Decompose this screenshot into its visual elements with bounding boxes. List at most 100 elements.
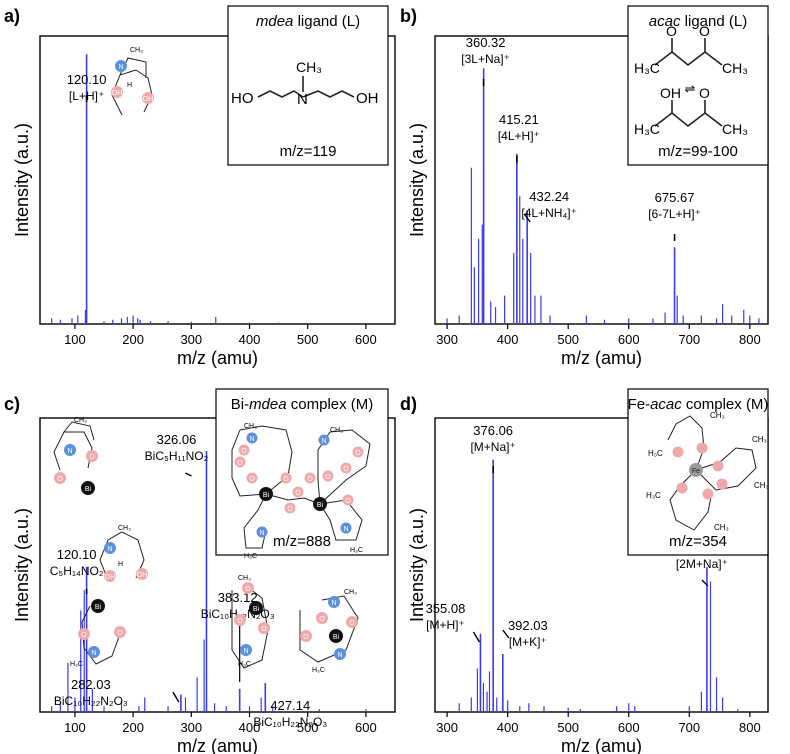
bismuth-atom [313, 497, 327, 511]
nitrogen-atom-text: N [259, 530, 264, 537]
bismuth-atom-text: Bi [85, 486, 92, 493]
oxygen-atom [78, 628, 90, 640]
x-tick-label: 400 [239, 332, 261, 347]
peak-marker [172, 691, 180, 703]
nitrogen-atom-text: N [337, 652, 342, 659]
bi-mono-sketch: Bi O O N H₃C [70, 599, 126, 668]
complex-bond [695, 447, 757, 491]
y-axis-label: Intensity (a.u.) [12, 123, 32, 237]
oxygen-atom-text: O [237, 460, 243, 467]
atom-label: H₃C [70, 661, 83, 668]
peak-marker [701, 579, 709, 587]
peak-label-mz: 392.03 [508, 618, 548, 633]
oxygen-atom [316, 612, 328, 624]
atom-label: H [118, 561, 123, 568]
plot-frame [434, 417, 769, 713]
sketch-bond [63, 421, 95, 441]
inset-title: Fe-acac complex (M) [628, 396, 769, 413]
oxygen-atom-text: O [295, 490, 301, 497]
peak-marker [472, 631, 481, 643]
plot-frame [39, 35, 396, 325]
atom-label: H₃C [634, 60, 660, 76]
mdea-left-chain [257, 90, 304, 98]
x-tick-label: 700 [678, 332, 700, 347]
inset-mz: m/z=119 [280, 143, 337, 160]
inset-mz: m/z=888 [273, 533, 331, 550]
bismuth-atom-text: Bi [333, 634, 340, 641]
nitrogen-atom [240, 644, 252, 656]
peak-label-mz: 376.06 [473, 423, 513, 438]
oxygen-atom [234, 456, 246, 468]
peak-marker [185, 472, 192, 477]
atom-label: HO [231, 90, 254, 107]
peak-label-mz: 432.24 [529, 189, 569, 204]
oxygen-atom [258, 622, 270, 634]
oxygen-atom-text: O [355, 450, 361, 457]
x-tick-label: 200 [122, 720, 144, 735]
oxygen-atom [242, 582, 254, 594]
nitrogen-atom [64, 444, 76, 456]
oxygen-atom [86, 450, 98, 462]
nitrogen-atom [104, 542, 116, 554]
peak-marker [523, 213, 531, 223]
inset-mz: m/z=99-100 [658, 143, 738, 160]
atom-label: CH₃ [722, 121, 748, 137]
complex-bond [231, 429, 267, 497]
nitrogen-atom-text: N [107, 546, 112, 553]
chart-panel-4: 300 400 500 600 700 800 m/z (amu) Intensity (a.… [400, 388, 769, 754]
inset-title: mdea ligand (L) [256, 13, 360, 30]
peak-label-ion: [6-7L+H]⁺ [648, 207, 701, 221]
nitrogen-atom-text: N [331, 600, 336, 607]
x-tick-label: 600 [355, 720, 377, 735]
x-tick-label: 800 [739, 332, 761, 347]
peak-label-ion: [3L+Na]⁺ [461, 52, 510, 66]
bi-ring-sketch: N O O Bi CH₃ [53, 417, 98, 495]
oxygen-atom-text: O [117, 630, 123, 637]
x-tick-label: 500 [557, 332, 579, 347]
inset-frame [227, 5, 389, 166]
atom-label: H₃C [646, 491, 661, 500]
bismuth-atom [91, 599, 105, 613]
mdea-structure: HO N CH₃ OH [231, 59, 379, 108]
acac-keto-chain [654, 50, 723, 67]
nitrogen-atom-text: N [91, 650, 96, 657]
panel-label: a) [4, 6, 20, 26]
nitrogen-atom [256, 526, 268, 538]
atom-label: OH [660, 85, 681, 101]
x-tick-label: 300 [436, 720, 458, 735]
nitrogen-atom-text: N [321, 438, 326, 445]
peak-label-ion: BiC₁₀H₂₂N₂O₃ [253, 715, 327, 729]
x-axis-label: m/z (amu) [561, 348, 642, 368]
oxygen-atom-text: OH [143, 96, 154, 103]
nitrogen-atom-text: N [243, 648, 248, 655]
peak-label-ion: [4L+H]⁺ [498, 129, 540, 143]
nitrogen-atom [115, 60, 127, 72]
x-tick-label: 400 [497, 720, 519, 735]
peak-label-mz: 675.67 [655, 190, 695, 205]
oxygen-atom [676, 482, 688, 494]
x-tick-label: 300 [180, 332, 202, 347]
oxygen-atom [322, 470, 334, 482]
oxygen-atom-text: O [89, 454, 95, 461]
peak-marker [502, 629, 510, 639]
plot-frame [434, 35, 769, 325]
oxygen-atom [142, 92, 154, 104]
atom-label: O [666, 23, 677, 39]
nitrogen-atom-text: N [118, 64, 123, 71]
complex-bond [317, 429, 371, 505]
atom-label: CH₃ [330, 427, 343, 434]
nitrogen-atom [318, 434, 330, 446]
inset-mz: m/z=354 [669, 533, 727, 550]
atom-label: CH₃ [722, 60, 748, 76]
oxygen-atom-text: O [287, 506, 293, 513]
x-tick-label: 600 [618, 332, 640, 347]
oxygen-atom [104, 570, 116, 582]
atom-label: H₃C [634, 121, 660, 137]
bismuth-atom-text: Bi [317, 502, 324, 509]
atom-label: CH₃ [710, 411, 725, 420]
sketch-bond [99, 531, 145, 581]
peak-label-ion: BiC₁₀H₂₂N₂O₃ [54, 694, 128, 708]
bi-tri-sketch: Bi O O O N N CH₃ H₃C [299, 589, 359, 674]
